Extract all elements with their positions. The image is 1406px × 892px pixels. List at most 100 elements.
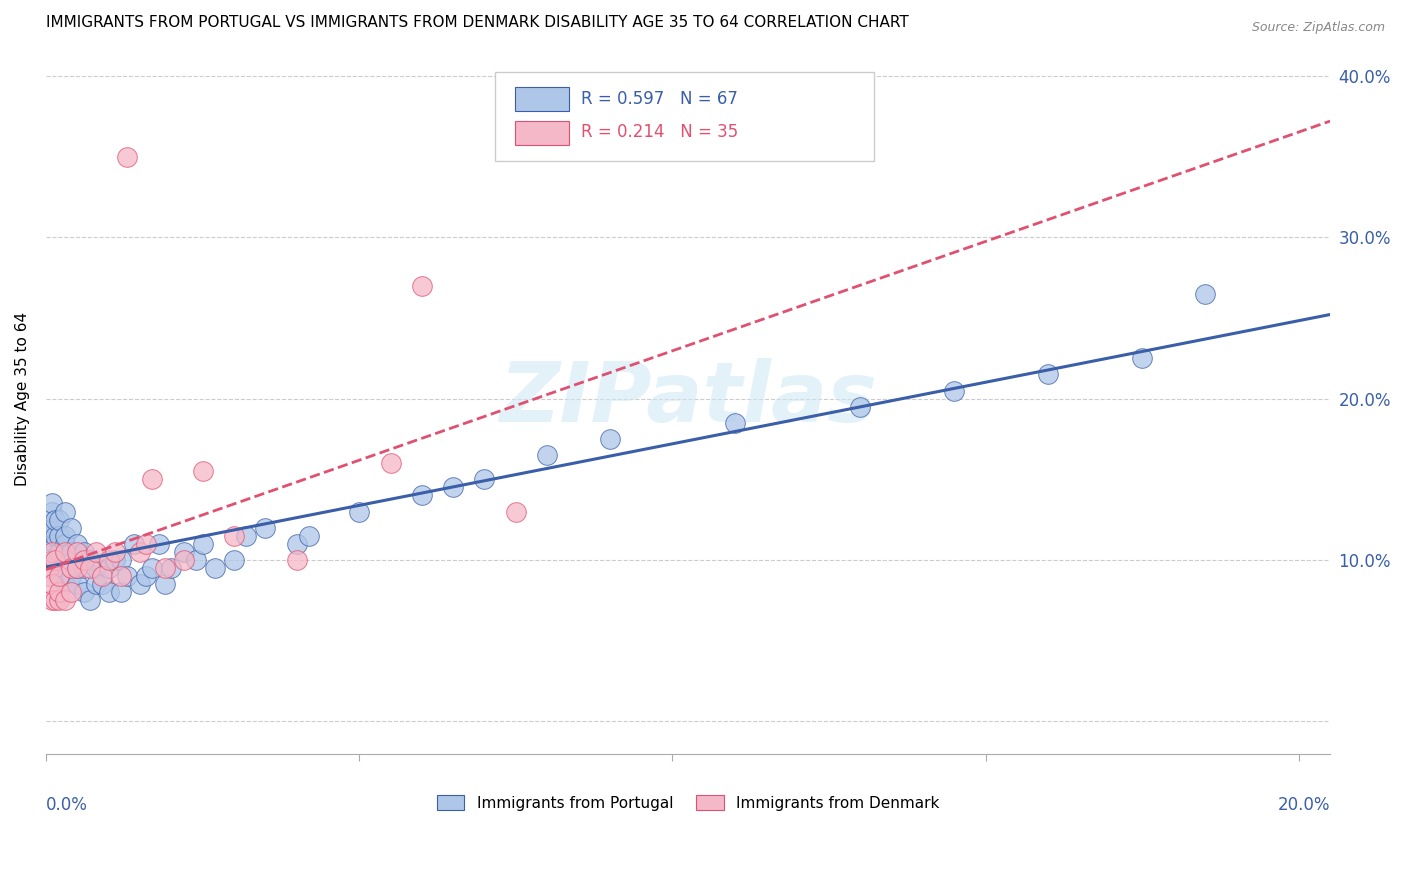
- Point: [44, 512, 66, 526]
- Point: [53, 537, 76, 551]
- Point: [254, 521, 277, 535]
- Point: [79, 553, 101, 567]
- Point: [38, 521, 60, 535]
- Point: [474, 472, 496, 486]
- Point: [599, 432, 621, 446]
- Point: [117, 569, 139, 583]
- Point: [1038, 368, 1060, 382]
- Point: [60, 521, 83, 535]
- Point: [191, 464, 214, 478]
- Point: [41, 553, 63, 567]
- Point: [160, 561, 183, 575]
- Point: [72, 545, 94, 559]
- Point: [411, 278, 433, 293]
- Point: [53, 529, 76, 543]
- Point: [135, 537, 157, 551]
- Point: [60, 585, 83, 599]
- Point: [41, 545, 63, 559]
- Point: [48, 545, 70, 559]
- Point: [141, 472, 163, 486]
- Point: [84, 545, 107, 559]
- Point: [66, 561, 89, 575]
- Point: [66, 561, 89, 575]
- Point: [53, 553, 76, 567]
- Point: [97, 585, 120, 599]
- Point: [110, 553, 132, 567]
- Point: [60, 545, 83, 559]
- Point: [91, 577, 114, 591]
- Point: [44, 593, 66, 607]
- Point: [204, 561, 226, 575]
- Point: [849, 400, 872, 414]
- Text: 20.0%: 20.0%: [1278, 796, 1330, 814]
- Legend: Immigrants from Portugal, Immigrants from Denmark: Immigrants from Portugal, Immigrants fro…: [430, 789, 945, 817]
- Point: [148, 537, 170, 551]
- Text: ZIPatlas: ZIPatlas: [499, 358, 877, 439]
- FancyBboxPatch shape: [495, 72, 875, 161]
- Point: [48, 593, 70, 607]
- Point: [60, 561, 83, 575]
- Text: R = 0.214   N = 35: R = 0.214 N = 35: [582, 123, 738, 142]
- Point: [122, 537, 145, 551]
- Point: [41, 537, 63, 551]
- Point: [129, 577, 152, 591]
- Point: [380, 456, 402, 470]
- Point: [285, 553, 308, 567]
- Point: [66, 537, 89, 551]
- Point: [84, 577, 107, 591]
- Point: [298, 529, 321, 543]
- Point: [48, 585, 70, 599]
- Point: [48, 512, 70, 526]
- Point: [41, 577, 63, 591]
- Point: [97, 553, 120, 567]
- Point: [41, 504, 63, 518]
- Point: [91, 569, 114, 583]
- Point: [536, 448, 558, 462]
- Point: [222, 529, 245, 543]
- Point: [347, 504, 370, 518]
- Point: [235, 529, 257, 543]
- Point: [411, 488, 433, 502]
- Point: [41, 521, 63, 535]
- Point: [79, 561, 101, 575]
- Point: [191, 537, 214, 551]
- Point: [97, 561, 120, 575]
- Point: [285, 537, 308, 551]
- Point: [44, 537, 66, 551]
- Point: [117, 150, 139, 164]
- Text: R = 0.597   N = 67: R = 0.597 N = 67: [582, 90, 738, 108]
- Text: IMMIGRANTS FROM PORTUGAL VS IMMIGRANTS FROM DENMARK DISABILITY AGE 35 TO 64 CORR: IMMIGRANTS FROM PORTUGAL VS IMMIGRANTS F…: [46, 15, 908, 30]
- Point: [48, 569, 70, 583]
- Point: [110, 569, 132, 583]
- Point: [38, 529, 60, 543]
- Point: [72, 561, 94, 575]
- Point: [53, 577, 76, 591]
- Point: [135, 569, 157, 583]
- Point: [44, 529, 66, 543]
- FancyBboxPatch shape: [515, 121, 568, 145]
- Text: Source: ZipAtlas.com: Source: ZipAtlas.com: [1251, 21, 1385, 34]
- Point: [505, 504, 527, 518]
- Point: [44, 553, 66, 567]
- Point: [186, 553, 208, 567]
- Point: [110, 585, 132, 599]
- Text: 0.0%: 0.0%: [46, 796, 87, 814]
- Point: [60, 569, 83, 583]
- Point: [79, 593, 101, 607]
- Point: [1130, 351, 1153, 366]
- Point: [66, 545, 89, 559]
- Point: [943, 384, 966, 398]
- Point: [222, 553, 245, 567]
- Point: [173, 553, 195, 567]
- Point: [84, 561, 107, 575]
- Point: [1194, 286, 1216, 301]
- Point: [66, 577, 89, 591]
- Point: [48, 529, 70, 543]
- Point: [48, 569, 70, 583]
- Point: [38, 561, 60, 575]
- Point: [104, 545, 127, 559]
- Point: [141, 561, 163, 575]
- Point: [724, 416, 747, 430]
- Point: [72, 553, 94, 567]
- Point: [153, 577, 176, 591]
